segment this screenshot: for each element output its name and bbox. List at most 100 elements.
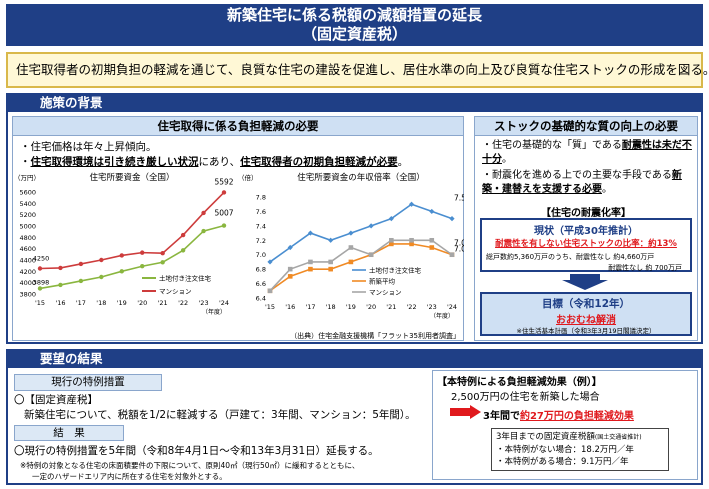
title-line2: （固定資産税） (301, 25, 407, 43)
x-tick-label: '21 (158, 299, 168, 307)
data-point (58, 265, 63, 271)
detail-title: 3年目までの固定資産税額 (496, 432, 595, 442)
data-label: 5007 (214, 209, 233, 218)
y-tick-label: 7.8 (256, 194, 266, 202)
fund-chart: 住宅所要資金（全国） （万円） 5600 5400 5200 5000 4800 4600 44… (14, 172, 234, 316)
x-tick-label: '17 (76, 299, 86, 307)
data-point (348, 259, 354, 265)
y-tick-label: 6.6 (256, 280, 266, 288)
quake-header: 【住宅の耐震化率】 (541, 208, 631, 219)
x-tick-label: '24 (219, 299, 229, 307)
chart-title: 住宅所要資金（全国） (89, 172, 174, 183)
total-note2: 耐震性なし 約 700万戸 (608, 264, 682, 272)
bullet-end: 。 (397, 156, 409, 168)
stock-bullets: ・住宅の基礎的な「質」である耐震性は未だ不十分。 ・耐震化を進める上での主要な手… (482, 140, 692, 195)
data-label: 4250 (33, 255, 50, 263)
data-point (267, 288, 273, 294)
result-text: 〇現行の特例措置を5年間（令和8年4月1日～令和13年3月31日）延長する。 (14, 445, 379, 457)
y-tick-label: 4000 (19, 279, 36, 287)
x-tick-label: '16 (55, 299, 65, 307)
goal-value: おおむね解消 (556, 315, 616, 326)
x-tick-label: '22 (407, 303, 417, 311)
y-tick-label: 6.4 (256, 295, 266, 303)
data-point (119, 253, 124, 258)
data-point (449, 216, 455, 222)
legend-label: マンション (159, 288, 192, 296)
y-tick-label: 7.0 (256, 251, 266, 259)
x-unit-label: （年度） (202, 308, 226, 316)
x-tick-label: '20 (137, 299, 147, 307)
bullet-need: 住宅取得者の初期負担軽減が必要 (240, 156, 398, 168)
example-period: 3年間で (483, 411, 520, 422)
stock-b1a: 住宅の基礎的な「質」である (492, 140, 622, 151)
result-header: 要望の結果 (6, 349, 703, 368)
data-point (78, 278, 84, 284)
data-point (180, 232, 186, 238)
x-tick-label: '21 (386, 303, 396, 311)
series-line (269, 239, 453, 292)
legend-label: 土地付き注文住宅 (369, 266, 422, 275)
x-tick-label: '22 (178, 299, 188, 307)
burden-bullets: ・住宅価格は年々上昇傾向。 ・住宅取得環境は引き続き厳しい状況にあり、住宅取得者… (20, 141, 409, 168)
y-tick-label: 7.6 (256, 208, 266, 216)
data-label: 7.5 (454, 194, 464, 203)
data-point (328, 259, 333, 265)
data-point (221, 190, 227, 195)
arrow-down-icon (562, 274, 608, 290)
x-tick-label: '24 (447, 303, 457, 311)
data-point (78, 261, 84, 267)
stock-b2b: 新築・建替えを支援する必要 (482, 170, 682, 195)
arrow-right-icon (450, 405, 481, 419)
x-tick-label: '17 (305, 303, 315, 311)
data-point (180, 248, 186, 253)
data-point (201, 228, 206, 234)
y-tick-label: 5000 (19, 223, 36, 231)
title-line1: 新築住宅に係る税額の減額措置の延長 (226, 6, 482, 24)
stock-b1b: 耐震性は未だ不十分 (482, 140, 692, 165)
purpose-banner: 住宅取得者の初期負担の軽減を通じて、良質な住宅の建設を促進し、居住水準の向上及び… (6, 52, 709, 88)
series-line (269, 203, 453, 263)
data-point (99, 257, 104, 263)
data-point (308, 259, 313, 265)
goal-box: 目標（令和12年） おおむね解消 ※住生活基本計画（令和3年3月19日閣議決定） (480, 292, 692, 336)
data-point (408, 201, 415, 207)
legend-label: 土地付き注文住宅 (159, 274, 212, 283)
background-header: 施策の背景 (6, 93, 703, 112)
x-tick-label: '18 (96, 299, 106, 307)
result-note1: ※特例の対象となる住宅の床面積要件の下限について、原則40㎡（現行50㎡）に緩和… (20, 461, 360, 470)
x-tick-label: '20 (366, 303, 376, 311)
y-unit-label: （万円） (14, 174, 40, 182)
data-point (409, 241, 414, 247)
y-tick-label: 4600 (19, 245, 36, 253)
data-point (99, 274, 104, 280)
x-unit-label: （年度） (430, 312, 454, 320)
detail-with: ・本特例がある場合：9.1万円／年 (496, 457, 629, 467)
data-point (409, 237, 414, 243)
current-box: 現状（平成30年推計） 耐震性を有しない住宅ストックの比率：約13% 総戸数約5… (480, 218, 692, 272)
x-tick-label: '19 (346, 303, 356, 311)
data-point (348, 245, 354, 250)
data-point (140, 250, 145, 255)
data-point (368, 223, 374, 229)
y-tick-label: 4800 (19, 234, 36, 242)
stock-b2a: 耐震化を進める上での主要な手段である (492, 170, 672, 181)
result-note2: 一定のハザードエリア内に所在する住宅を対象外とする。 (32, 472, 227, 481)
y-tick-label: 4200 (19, 268, 36, 276)
data-point (308, 266, 313, 272)
series-line (39, 191, 225, 270)
data-point (368, 252, 374, 258)
page-title: 新築住宅に係る税額の減額措置の延長 （固定資産税） (6, 4, 703, 46)
y-tick-label: 7.4 (256, 222, 266, 230)
y-tick-label: 5600 (19, 189, 36, 197)
y-tick-label: 5400 (19, 200, 36, 208)
data-point (119, 269, 124, 274)
data-point (429, 245, 435, 250)
example-effect: 約27万円の負担軽減効果 (519, 411, 634, 422)
data-point (429, 237, 435, 243)
current-value: 耐震性を有しない住宅ストックの比率：約13% (495, 239, 677, 249)
x-tick-label: '15 (35, 299, 45, 307)
bullet-env: 住宅取得環境は引き続き厳しい状況 (30, 156, 199, 168)
data-point (348, 230, 354, 236)
y-tick-label: 3800 (19, 291, 36, 299)
y-tick-label: 4400 (19, 257, 36, 265)
